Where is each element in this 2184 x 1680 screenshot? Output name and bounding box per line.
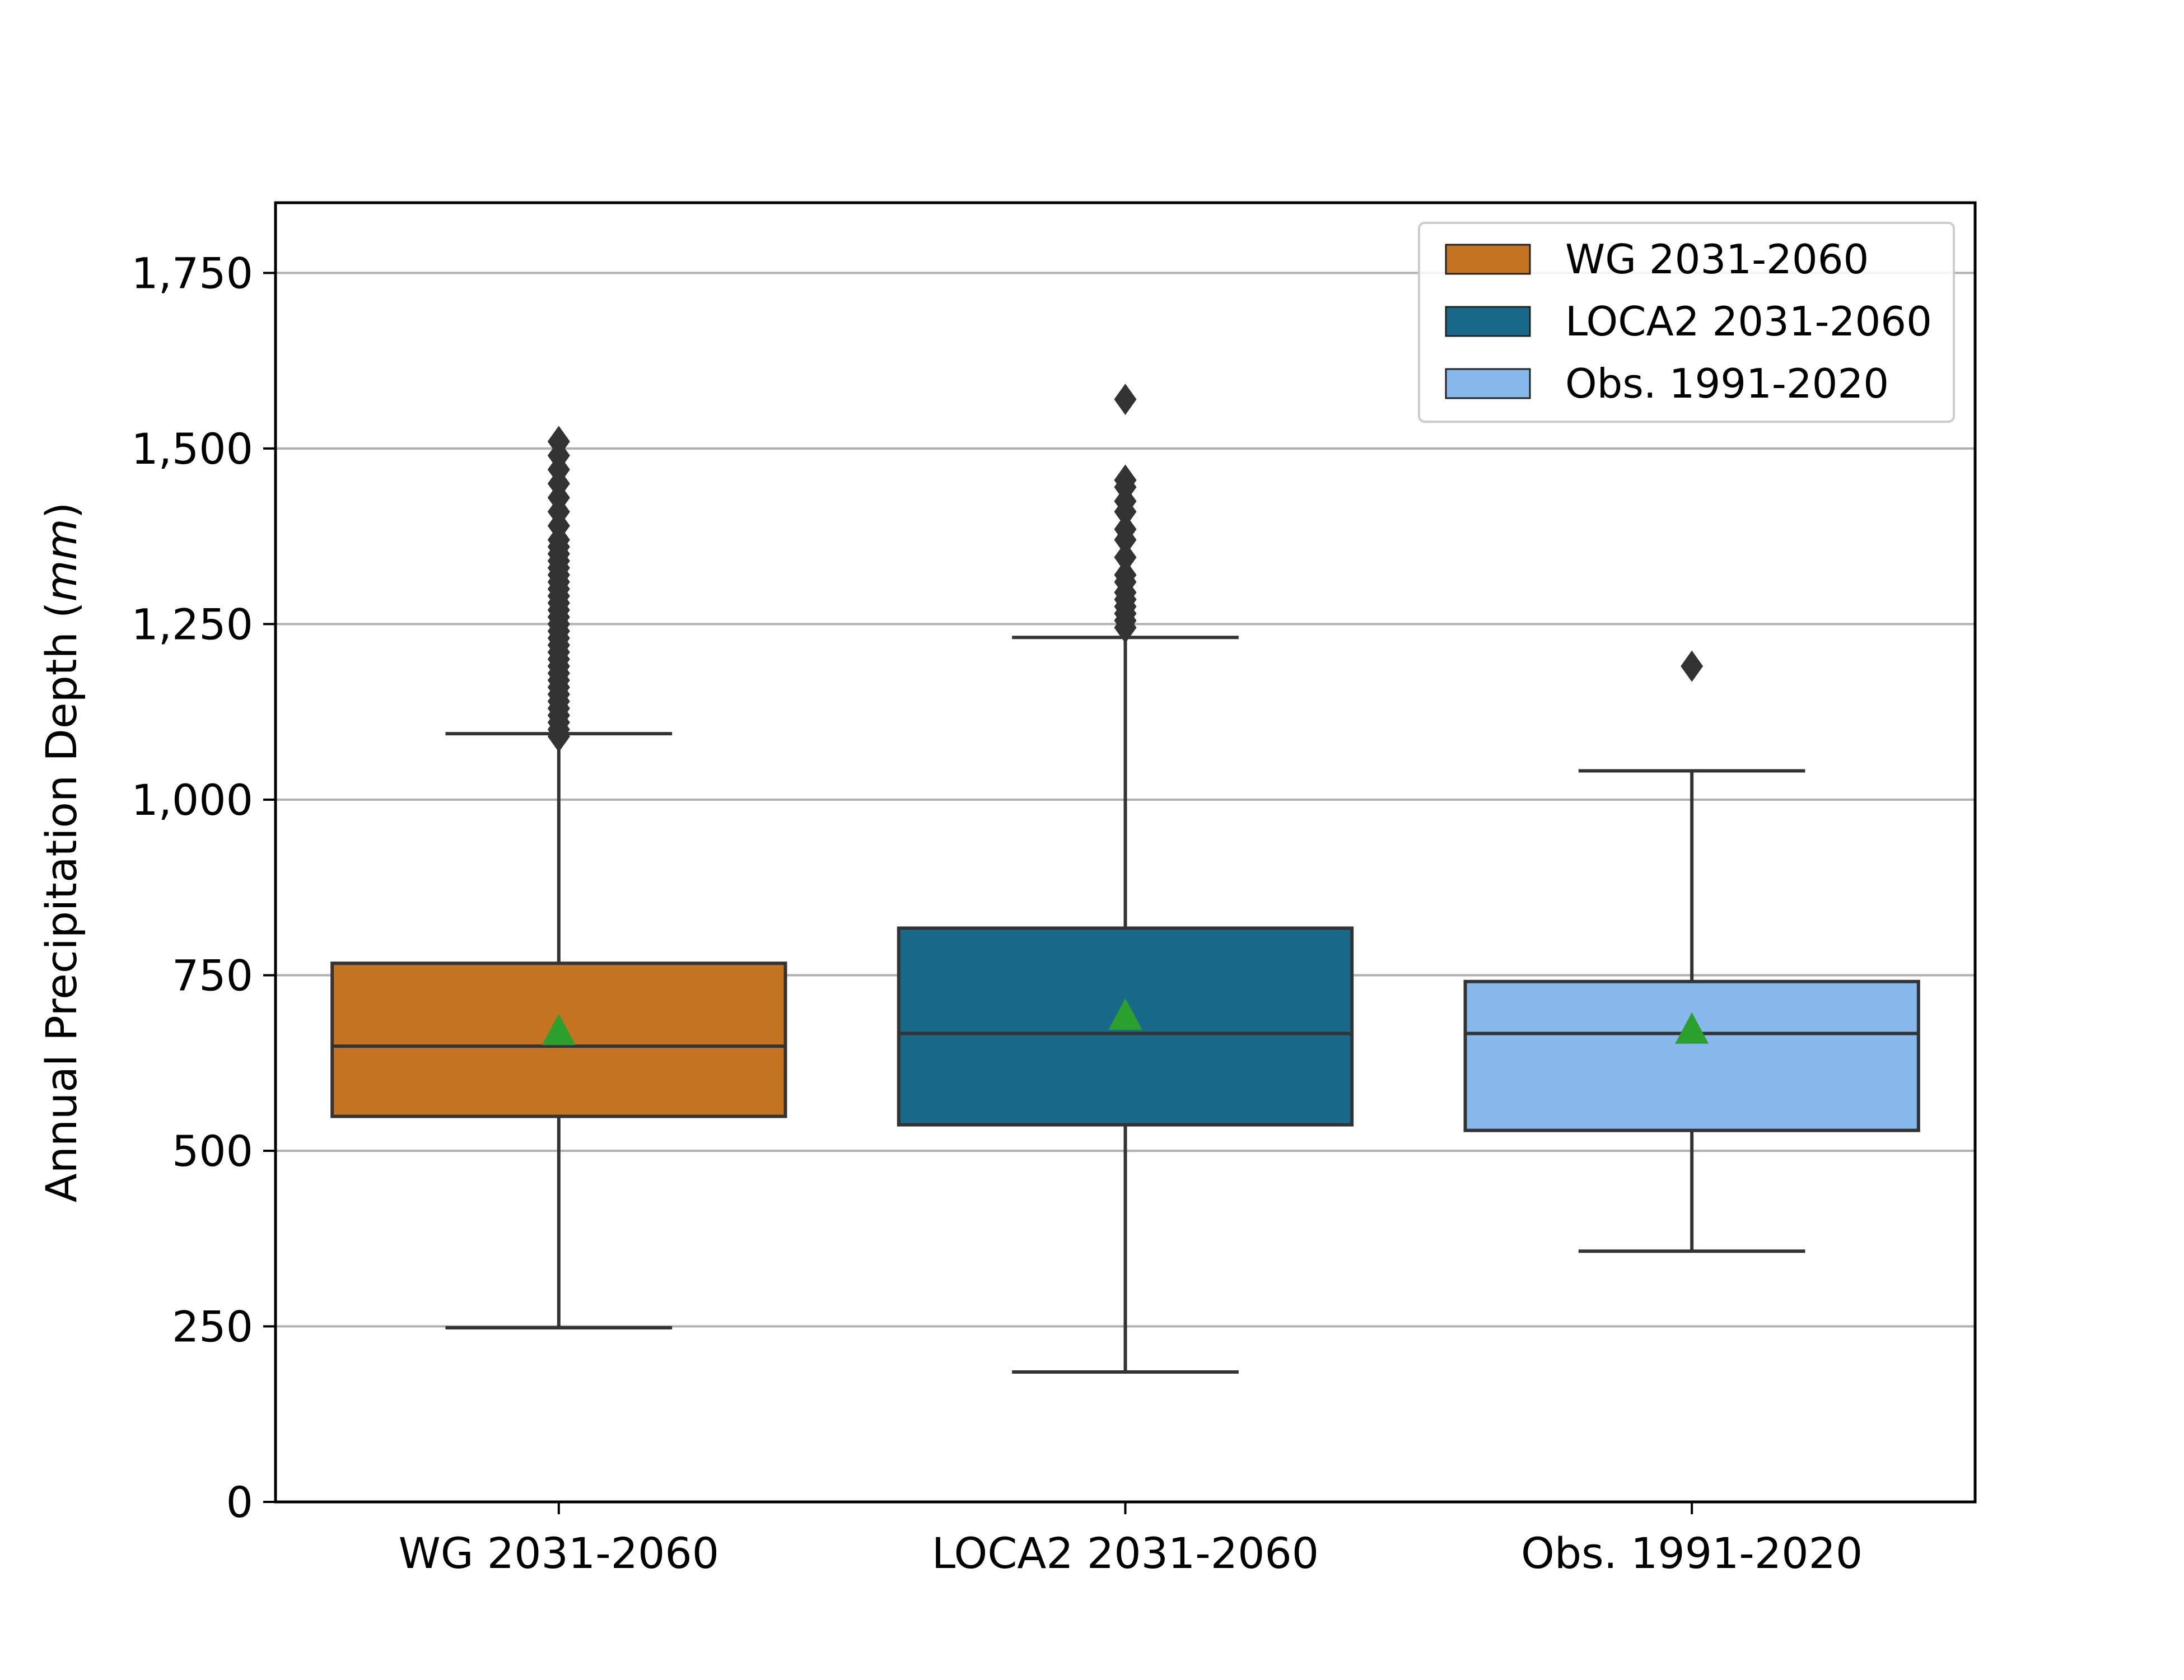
box-group	[1463, 650, 1920, 1253]
box-iqr	[1463, 979, 1920, 1132]
x-tick-label: WG 2031-2060	[399, 1528, 719, 1578]
y-tick-label: 500	[172, 1126, 253, 1176]
legend-swatch	[1445, 368, 1531, 399]
legend-label: Obs. 1991-2020	[1565, 360, 1889, 407]
y-axis-title: Annual Precipitation Depth (mm)	[36, 502, 86, 1203]
y-tick-label: 1,250	[131, 599, 253, 649]
legend-swatch	[1445, 306, 1531, 337]
y-tick-label: 750	[172, 950, 253, 1000]
box-group	[330, 426, 787, 1329]
y-tick-label: 0	[226, 1477, 253, 1527]
mean-marker	[1108, 998, 1142, 1030]
y-tick-label: 1,750	[131, 248, 253, 298]
outlier-point	[1114, 384, 1137, 416]
legend-label: WG 2031-2060	[1565, 236, 1869, 283]
outlier-point	[1114, 464, 1137, 496]
boxes	[330, 384, 1920, 1374]
x-axis: WG 2031-2060 LOCA2 2031-2060 Obs. 1991-202…	[399, 1502, 1863, 1578]
y-tick-label: 1,000	[131, 775, 253, 825]
y-axis: 0 250 500 750 1,000 1,250 1,500 1,750	[131, 248, 276, 1527]
y-tick-label: 1,500	[131, 424, 253, 474]
outlier-point	[1114, 559, 1137, 591]
x-tick-label: LOCA2 2031-2060	[932, 1528, 1319, 1578]
outlier-point	[1681, 650, 1704, 682]
y-tick-label: 250	[172, 1301, 253, 1351]
legend: WG 2031-2060 LOCA2 2031-2060 Obs. 1991-202…	[1418, 222, 1955, 423]
legend-label: LOCA2 2031-2060	[1565, 298, 1932, 345]
x-tick-label: Obs. 1991-2020	[1521, 1528, 1863, 1578]
outlier-point	[547, 426, 570, 458]
mean-marker	[1675, 1012, 1709, 1044]
legend-frame	[1418, 222, 1955, 423]
legend-swatch	[1445, 244, 1531, 275]
mean-marker	[542, 1014, 576, 1046]
outlier-point	[1114, 542, 1137, 573]
box-group	[897, 384, 1354, 1374]
outlier-point	[1114, 514, 1137, 545]
